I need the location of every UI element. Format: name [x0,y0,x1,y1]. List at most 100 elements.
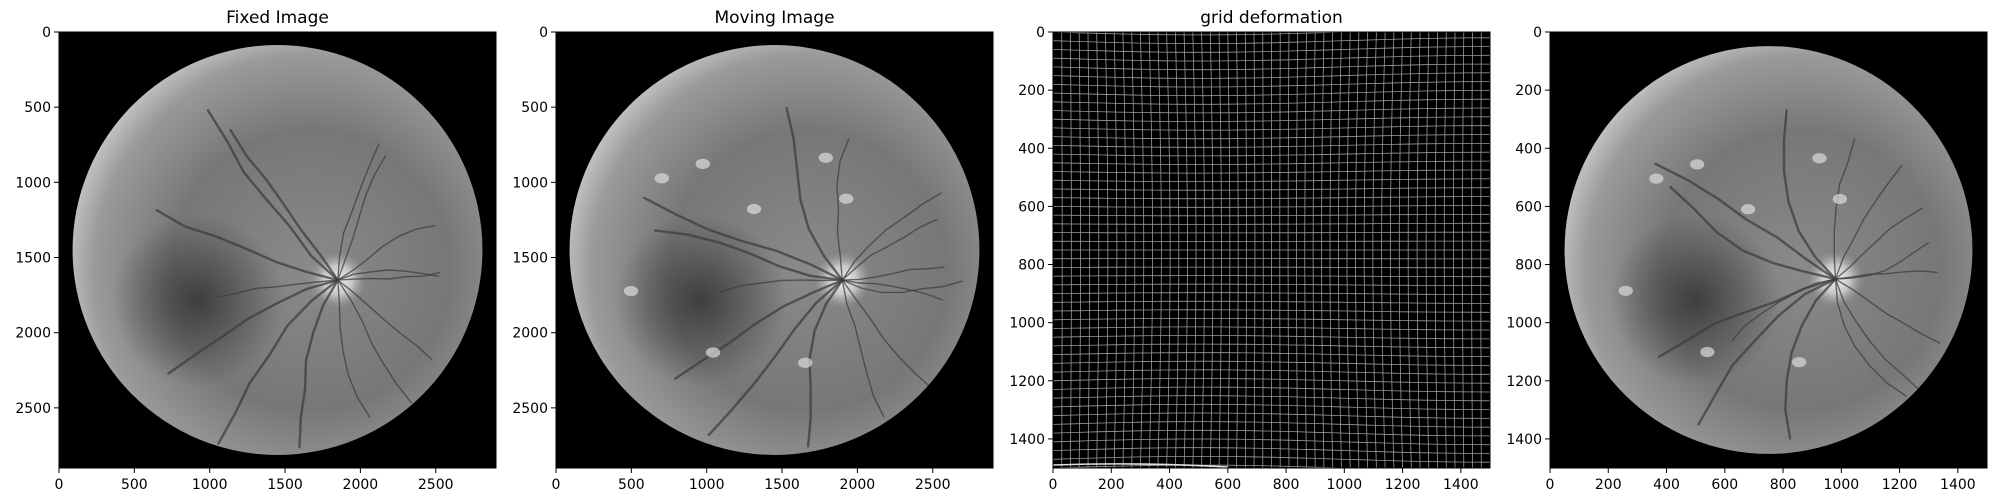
y-tick-label: 500 [24,100,51,116]
exudate-spot [1649,173,1664,184]
exudate-spot [798,357,813,368]
x-tick-label: 500 [121,477,148,493]
y-tick-label: 1200 [1506,374,1542,390]
exudate-spot [1791,357,1807,368]
y-tick-label: 1400 [1506,432,1542,448]
x-tick-label: 0 [1049,477,1058,493]
y-tick-label: 2500 [15,401,51,417]
x-tick-label: 2000 [840,477,876,493]
x-tick-label: 1500 [267,477,303,493]
y-tick-label: 0 [1036,25,1045,41]
blood-vessel [337,279,371,419]
blood-vessel [217,278,339,445]
blood-vessel [841,279,935,391]
y-tick-label: 400 [1515,141,1542,157]
x-tick-label: 1400 [1443,477,1479,493]
blood-vessel [1834,278,1941,344]
retina-details [111,109,441,449]
x-tick-label: 200 [1098,477,1125,493]
retina-details [614,106,963,448]
blood-vessel [1731,278,1837,341]
blood-vessel [841,192,942,281]
blood-vessel [1697,277,1837,426]
x-tick-label: 1200 [1882,477,1918,493]
blood-vessel [653,229,844,282]
x-tick-label: 600 [1214,477,1241,493]
exudate-spot [1689,159,1705,170]
blood-vessel [337,155,387,281]
exudate-spot [705,347,721,358]
x-tick-label: 1500 [764,477,800,493]
blood-vessel [337,269,440,281]
blood-vessel [841,279,963,294]
exudate-spot [1832,193,1848,205]
y-tick-label: 1400 [1009,432,1045,448]
y-tick-label: 200 [1515,83,1542,99]
x-tick-label: 800 [1770,477,1797,493]
y-tick-label: 1000 [1506,316,1542,332]
y-tick-label: 800 [1018,258,1045,274]
blood-vessel [1834,278,1922,392]
blood-vessel [1834,164,1903,280]
blood-vessel [215,279,339,299]
grid-edge-fold [1053,463,1228,468]
blood-vessel [1834,270,1938,280]
fovea [1610,213,1782,386]
y-tick-label: 1200 [1009,374,1045,390]
blood-vessel [674,278,844,380]
x-tick-label: 600 [1711,477,1738,493]
panel-fixed: Fixed Image 0 500 1000 1500 2000 2500 0 500 1000 1… [15,8,497,493]
exudate-spot [695,158,710,170]
blood-vessel [720,279,843,293]
blood-vessel [841,266,945,281]
exudate-spot [1740,204,1756,215]
exudate-spot [623,285,639,297]
y-tick-label: 1500 [512,251,548,267]
y-tick-label: 1000 [512,175,548,191]
x-tick-label: 0 [552,477,561,493]
y-tick-label: 1000 [15,175,51,191]
y-tick-label: 500 [521,100,548,116]
exudate-spot [818,152,833,163]
panel-moving: Moving Image 0 500 1000 1500 2000 2500 0 500 1000… [512,8,994,493]
blood-vessel [337,271,441,281]
deformation-grid [1053,32,1490,468]
x-tick-label: 2500 [915,477,951,493]
y-tick-label: 1000 [1009,316,1045,332]
y-tick-label: 1500 [15,251,51,267]
blood-vessel [1669,185,1837,281]
blood-vessel [337,225,436,281]
blood-vessel [337,279,433,361]
blood-vessel [1784,277,1837,440]
blood-vessel [1834,278,1907,397]
blood-vessel [337,143,380,281]
exudate-spot [839,193,854,204]
y-tick-label: 2000 [512,326,548,342]
x-tick-label: 1200 [1385,477,1421,493]
exudate-spot [1700,346,1715,358]
blood-vessel [1654,162,1837,281]
y-tick-label: 0 [539,25,548,41]
panel-title: Fixed Image [226,8,329,28]
blood-vessel [707,278,844,437]
x-tick-label: 0 [1546,477,1555,493]
fovea [111,213,284,386]
y-tick-label: 600 [1018,199,1045,215]
axes-frame [1052,31,1491,469]
blood-vessel [337,279,412,404]
y-tick-label: 400 [1018,141,1045,157]
blood-vessel [167,278,339,375]
y-tick-label: 600 [1515,199,1542,215]
blood-vessel [836,138,850,281]
blood-vessel [1833,138,1856,280]
y-tick-label: 200 [1018,83,1045,99]
panel-grid: grid deformation 0 200 400 600 800 1000 1200 140… [1009,8,1491,493]
x-tick-label: 1000 [192,477,228,493]
fovea [614,213,787,386]
x-tick-label: 2000 [343,477,379,493]
x-tick-label: 500 [618,477,645,493]
blood-vessel [642,196,844,282]
axes-frame [58,31,497,469]
blood-vessel [1834,207,1923,280]
